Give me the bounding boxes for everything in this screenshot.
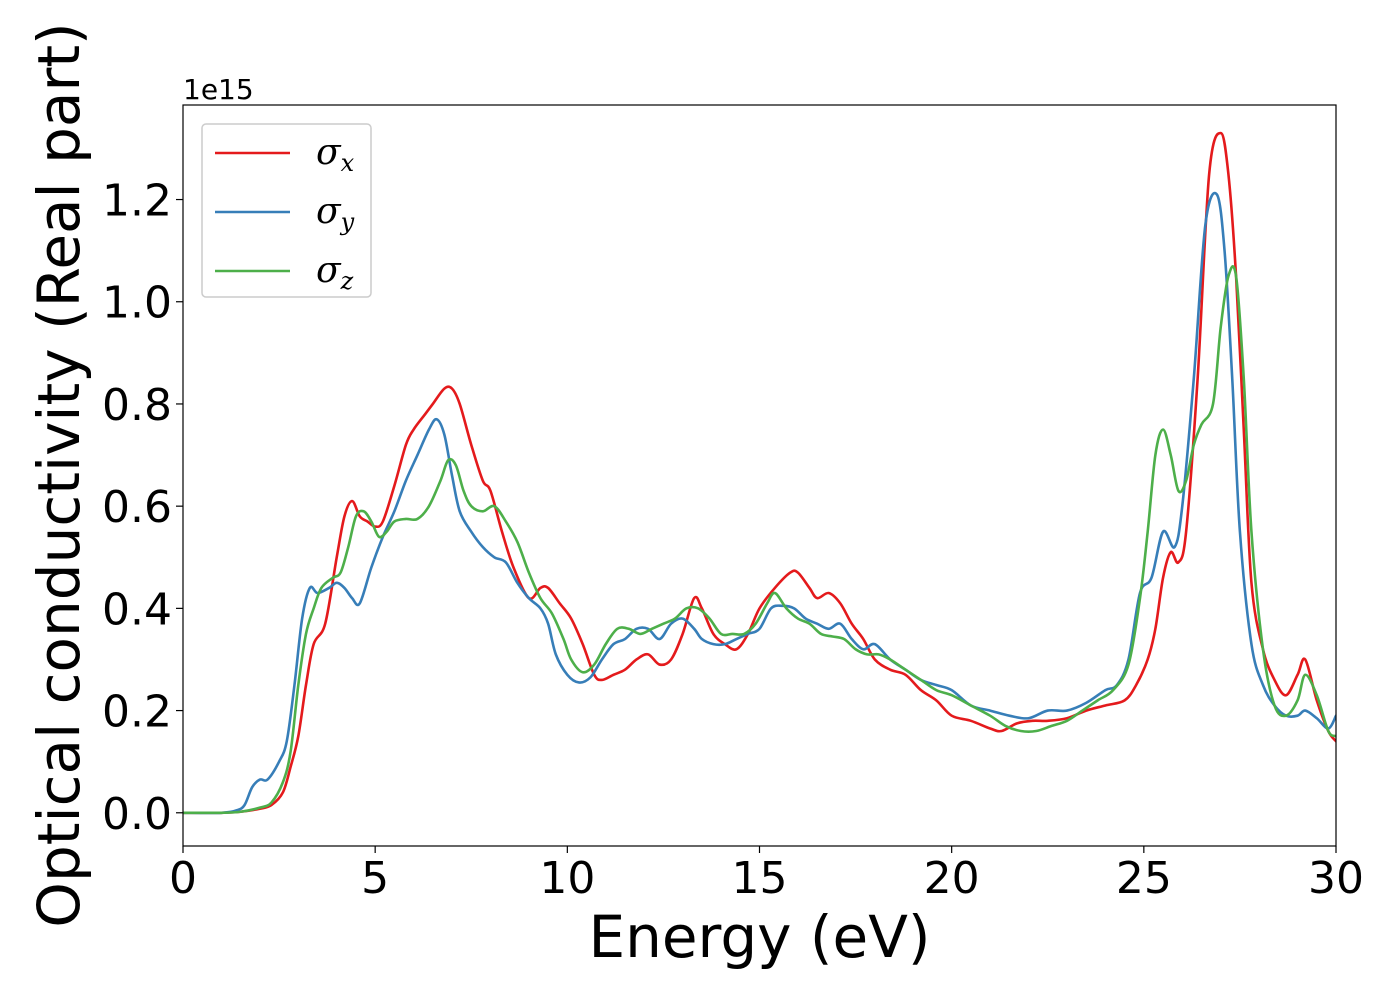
series-line-sigma-x: [183, 131, 1336, 815]
series-line-sigma-y: [183, 191, 1336, 815]
y-axis: 0.0 0.2 0.4 0.6 0.8 1.0 1.2: [102, 176, 183, 840]
y-tick-label: 0.2: [102, 687, 172, 738]
y-tick-label: 0.8: [102, 380, 172, 431]
x-tick-label: 20: [924, 853, 980, 904]
legend-frame: [201, 123, 372, 298]
y-offset-label: 1e15: [183, 73, 254, 106]
x-tick-label: 30: [1308, 853, 1364, 904]
y-axis-title: Optical conductivity (Real part): [25, 22, 93, 927]
x-tick-label: 5: [361, 853, 389, 904]
x-tick-label: 15: [732, 853, 788, 904]
legend-label-sigma-y: σy: [316, 191, 355, 236]
series-layer: [183, 131, 1336, 815]
series-line-sigma-z: [183, 265, 1336, 815]
x-tick-label: 25: [1116, 853, 1172, 904]
x-axis-title: Energy (eV): [588, 903, 930, 971]
x-tick-label: 10: [539, 853, 595, 904]
y-tick-label: 0.6: [102, 482, 172, 533]
legend-label-sigma-x: σx: [316, 132, 355, 177]
y-tick-label: 0.4: [102, 584, 172, 635]
legend: σx σy σz: [201, 123, 372, 298]
x-tick-label: 0: [169, 853, 197, 904]
legend-label-sigma-z: σz: [316, 250, 354, 295]
y-tick-label: 0.0: [102, 789, 172, 840]
y-tick-label: 1.2: [102, 176, 172, 227]
y-tick-label: 1.0: [102, 278, 172, 329]
x-axis: 0 5 10 15 20 25 30: [169, 846, 1364, 904]
